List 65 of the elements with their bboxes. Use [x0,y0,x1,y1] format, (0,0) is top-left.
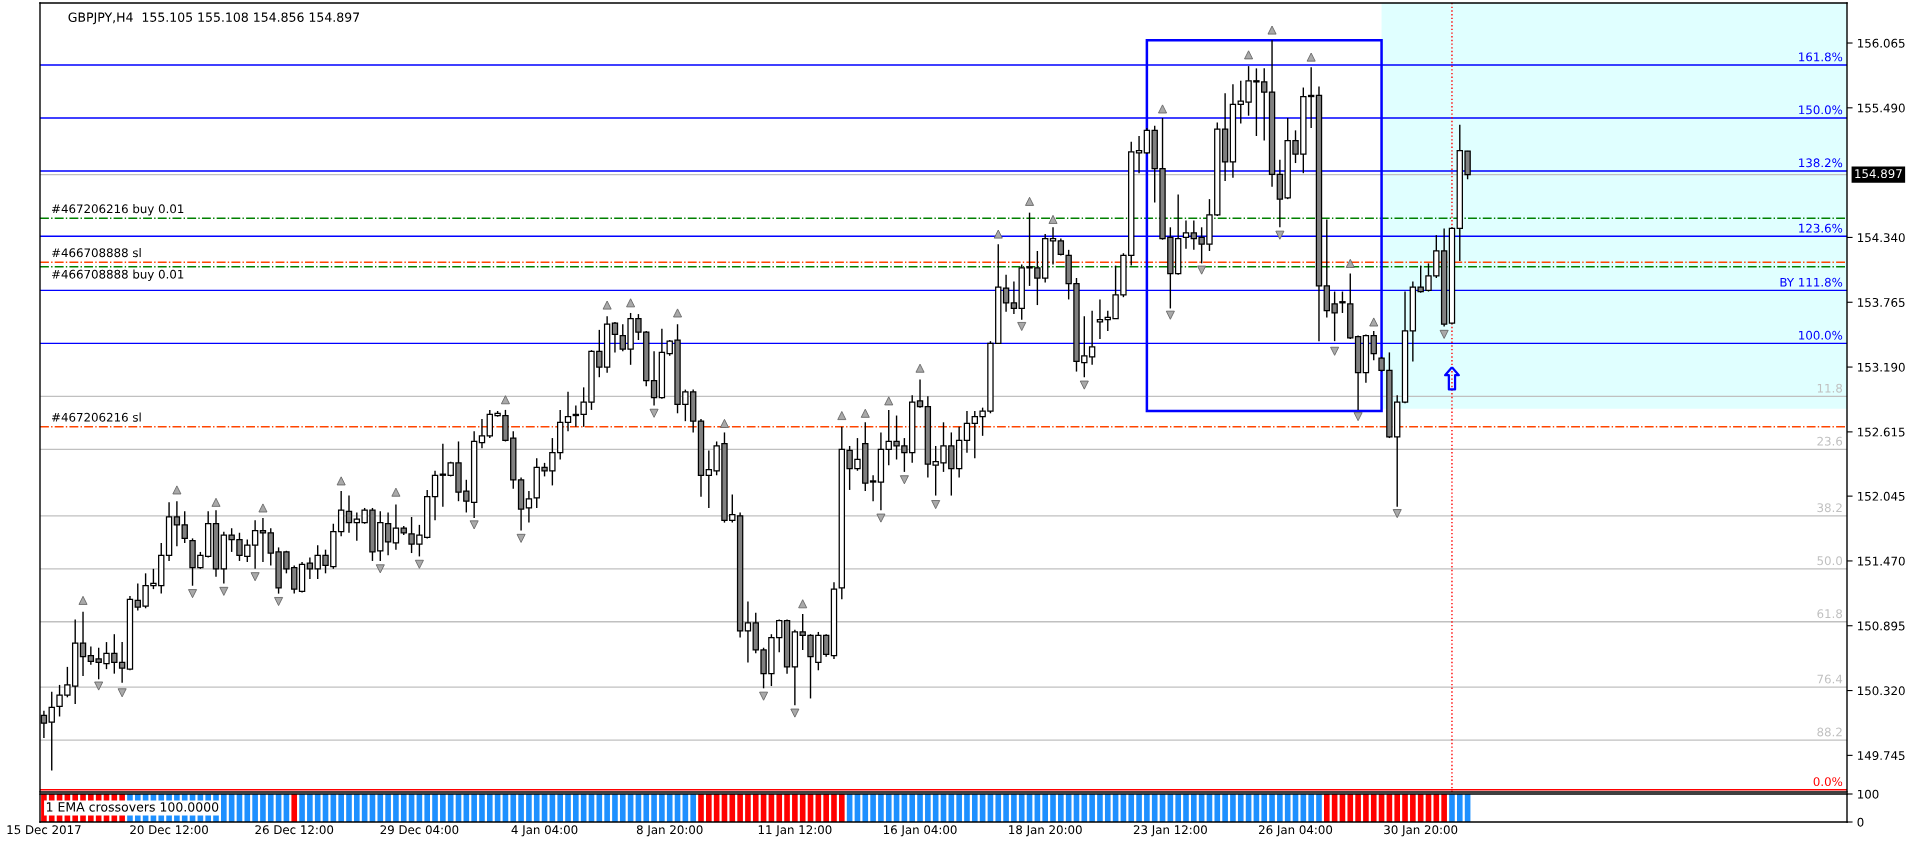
x-tick-label: 8 Jan 20:00 [636,825,703,837]
candlestick [392,503,400,551]
y-tick-label: 150.320 [1858,686,1905,696]
ref-line-label: #467206216 sl [52,412,141,422]
candlestick [431,470,439,522]
y-tick-label: 0 [1857,817,1864,827]
ref-line-label: #466708888 buy 0.01 [52,269,184,281]
x-tick-label: 16 Jan 04:00 [883,825,957,837]
y-tick-label: 100 [1858,789,1879,799]
annotation: 88.2 [1817,727,1842,737]
candlestick [1002,273,1010,313]
candlestick [79,610,87,677]
candlestick [48,690,55,772]
text: GBPJPY,H4 155.105 155.108 154.856 154.897 [68,12,360,25]
x-tick-label: 26 Dec 12:00 [255,825,334,835]
candlestick [1135,135,1143,174]
candlestick [564,391,572,433]
y-tick-label: 152.615 [1858,427,1905,437]
y-tick-label: 151.470 [1858,556,1905,566]
candlestick [744,600,752,664]
candlestick [1096,298,1104,340]
annotation: BY 111.8% [1780,277,1843,287]
text: 1 EMA crossovers 100.0000 [46,802,219,812]
y-tick-label: 153.765 [1858,297,1905,307]
y-tick-label: 149.745 [1858,751,1905,761]
annotation: 138.2% [1799,158,1843,168]
ref-line-label: #466708888 sl [52,248,141,258]
x-tick-label: 23 Jan 12:00 [1133,825,1207,837]
y-tick-label: 152.045 [1858,491,1905,501]
annotation: 11.8 [1817,383,1843,393]
y-tick-label: 156.065 [1858,38,1905,48]
x-tick-label: 29 Dec 04:00 [380,825,459,835]
candlestick [345,494,353,534]
annotation: 61.8 [1817,609,1843,619]
annotation: 0.0% [1813,777,1843,787]
ref-line-label: #467206216 buy 0.01 [52,204,184,216]
annotation: 23.6 [1817,436,1843,446]
x-tick-label: 11 Jan 12:00 [758,825,832,837]
candlestick [611,321,619,354]
x-tick-label: 30 Jan 20:00 [1384,825,1458,837]
annotation: 100.0% [1799,330,1843,340]
candlestick [1339,290,1346,314]
x-tick-label: 26 Jan 04:00 [1259,825,1333,837]
x-tick-label: 20 Dec 12:00 [130,825,208,835]
candlestick [525,490,533,524]
ref-line-label: 154.897 [1855,169,1902,179]
candlestick [650,350,658,407]
annotation: 76.4 [1817,674,1843,684]
annotation: 123.6% [1799,223,1843,233]
y-tick-label: 155.490 [1858,103,1905,113]
annotation: 161.8% [1799,52,1843,62]
x-tick-label: 15 Dec 2017 [7,825,81,835]
annotation: 50.0 [1817,556,1843,566]
y-tick-label: 150.895 [1858,621,1905,631]
candlestick [916,378,924,409]
candlestick [963,410,971,454]
candlestick [478,418,486,449]
annotation: 150.0% [1799,105,1843,115]
x-tick-label: 4 Jan 04:00 [511,825,578,837]
candlestick [1182,219,1190,250]
y-tick-label: 154.340 [1858,233,1905,243]
annotation: 38.2 [1817,503,1842,513]
candlestick [1370,330,1377,361]
x-tick-label: 18 Jan 20:00 [1009,825,1082,837]
y-tick-label: 153.190 [1858,362,1905,372]
